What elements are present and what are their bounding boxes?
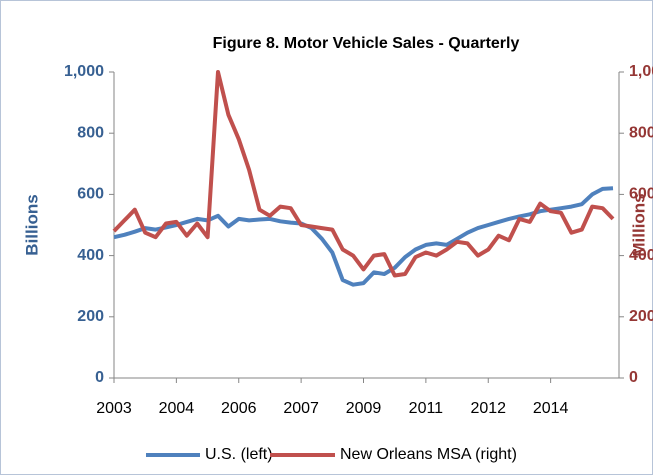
x-tick-label: 2009 bbox=[346, 400, 382, 417]
x-tick-label: 2011 bbox=[409, 400, 444, 417]
y-tick-label: 0 bbox=[95, 369, 104, 386]
y-tick-label: 1,000 bbox=[64, 63, 104, 80]
y-tick-label: 600 bbox=[77, 186, 104, 203]
x-tick-label: 2007 bbox=[283, 400, 319, 417]
y-tick-label: 800 bbox=[77, 124, 104, 141]
x-tick-label: 2006 bbox=[221, 400, 257, 417]
y2-tick-label: 400 bbox=[629, 247, 653, 264]
series-line bbox=[113, 186, 614, 287]
series-line bbox=[112, 70, 615, 278]
x-tick-label: 2014 bbox=[533, 400, 569, 417]
y2-tick-label: 600 bbox=[629, 186, 653, 203]
legend-label: New Orleans MSA (right) bbox=[340, 446, 517, 463]
legend-label: U.S. (left) bbox=[205, 446, 273, 463]
y2-tick-label: 800 bbox=[629, 124, 653, 141]
chart-title: Figure 8. Motor Vehicle Sales - Quarterl… bbox=[213, 35, 520, 52]
y2-axis-label: Millions bbox=[629, 193, 648, 256]
y-tick-label: 400 bbox=[77, 247, 104, 264]
x-tick-label: 2012 bbox=[470, 400, 506, 417]
x-tick-label: 2004 bbox=[159, 400, 195, 417]
y2-tick-label: 1,000 bbox=[629, 63, 653, 80]
x-tick-label: 2003 bbox=[96, 400, 132, 417]
y2-tick-label: 0 bbox=[629, 369, 638, 386]
y2-tick-label: 200 bbox=[629, 308, 653, 325]
y-axis-label: Billions bbox=[22, 194, 41, 255]
y-tick-label: 200 bbox=[77, 308, 104, 325]
